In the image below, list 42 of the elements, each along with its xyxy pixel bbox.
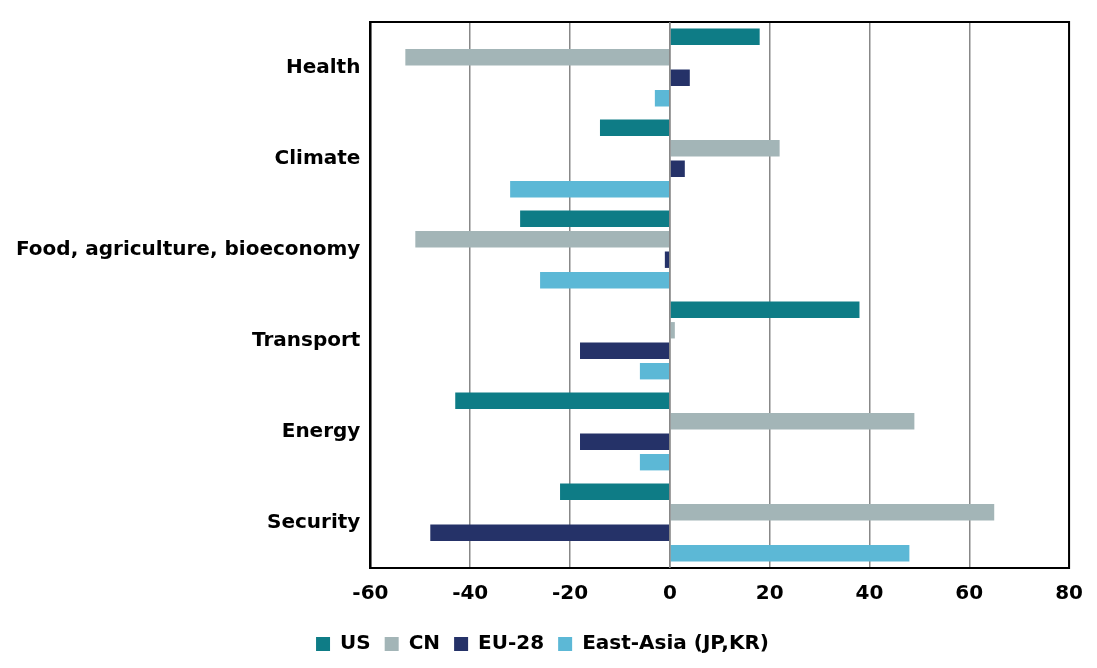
y-tick-label: Climate xyxy=(274,144,361,169)
bar xyxy=(405,49,670,66)
bar xyxy=(639,363,670,380)
y-tick-label: Transport xyxy=(251,326,361,351)
bar xyxy=(670,413,915,430)
bar xyxy=(664,251,670,268)
y-tick-label: Energy xyxy=(281,417,361,442)
y-tick-label: Security xyxy=(267,508,361,533)
bar xyxy=(670,504,995,521)
x-tick-label: 80 xyxy=(1055,580,1084,605)
x-tick-label: -60 xyxy=(352,580,389,605)
bar xyxy=(670,69,690,86)
bar xyxy=(560,483,670,500)
x-tick-label: 0 xyxy=(662,580,677,605)
bar xyxy=(670,545,910,562)
bar xyxy=(520,210,670,227)
bar xyxy=(639,454,670,471)
legend-label: EU-28 xyxy=(478,630,545,655)
bar xyxy=(430,524,670,541)
bar xyxy=(455,392,670,409)
bar xyxy=(540,272,670,289)
legend-label: US xyxy=(340,630,371,655)
x-tick-label: 40 xyxy=(855,580,884,605)
bar xyxy=(670,301,860,318)
bar xyxy=(670,322,675,339)
y-tick-label: Food, agriculture, bioeconomy xyxy=(16,235,361,260)
bar xyxy=(580,342,670,359)
x-tick-label: -20 xyxy=(551,580,589,605)
x-tick-label: 20 xyxy=(755,580,784,605)
bar xyxy=(580,433,670,450)
x-tick-label: -40 xyxy=(452,580,489,605)
y-tick-label: Health xyxy=(285,53,361,78)
x-tick-label: 60 xyxy=(955,580,984,605)
bar xyxy=(670,28,760,45)
bar xyxy=(670,140,780,157)
bar xyxy=(599,119,670,136)
legend-label: CN xyxy=(408,630,441,655)
bar xyxy=(654,90,670,107)
legend-label: East-Asia (JP,KR) xyxy=(582,630,769,655)
bar xyxy=(415,231,670,248)
bar xyxy=(510,181,670,198)
bar xyxy=(670,160,685,177)
